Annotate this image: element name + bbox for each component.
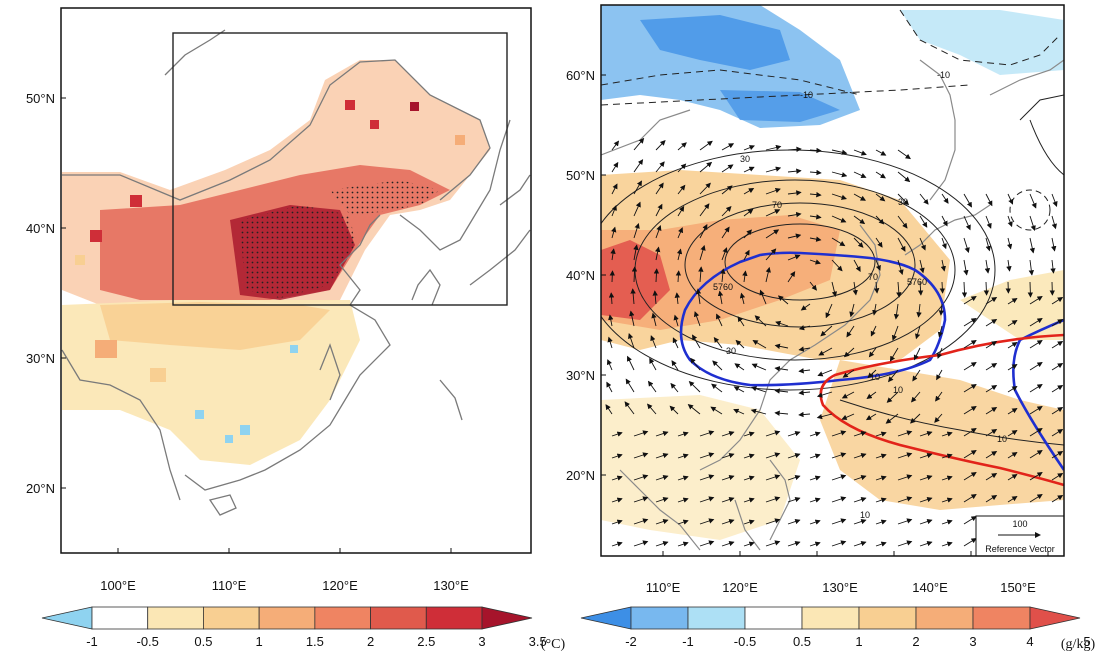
right-lat-label: 40°N	[566, 268, 595, 283]
right-lat-label: 20°N	[566, 468, 595, 483]
contour-label: 30	[726, 346, 736, 356]
right-colorbar-segments	[581, 607, 1080, 629]
left-lon-label: 120°E	[322, 578, 358, 593]
colorbar-segment	[426, 607, 482, 629]
left-colorbar-segments	[42, 607, 532, 629]
wind-vector	[612, 271, 613, 282]
wind-vector	[1030, 282, 1031, 297]
colorbar-tick-label: -0.5	[734, 634, 756, 649]
colorbar-tick-label: 1.5	[306, 634, 324, 649]
left-lat-label: 20°N	[26, 481, 55, 496]
contour-label: 70	[868, 272, 878, 282]
colorbar-tick-label: 2.5	[417, 634, 435, 649]
colorbar-segment	[802, 607, 859, 629]
colorbar-segment	[631, 607, 688, 629]
colorbar-segment	[315, 607, 371, 629]
left-lon-label: 130°E	[433, 578, 469, 593]
contour-label: 5760	[907, 277, 927, 287]
colorbar-segment	[371, 607, 427, 629]
right-lon-label: 150°E	[1000, 580, 1036, 595]
colorbar-tick-label: 1	[855, 634, 862, 649]
colorbar-tick-label: -0.5	[137, 634, 159, 649]
colorbar-segment	[688, 607, 745, 629]
right-map-panel: -10 -10 30 30 70 70 5760 5760 30 10 10 1…	[566, 5, 1064, 595]
colorbar-tick-label: 3	[478, 634, 485, 649]
colorbar-segment	[148, 607, 204, 629]
left-colorbar-unit: (°C)	[541, 637, 566, 652]
left-lat-label: 40°N	[26, 221, 55, 236]
colorbar-tick-label: 0.5	[194, 634, 212, 649]
colorbar-segment	[482, 607, 532, 629]
colorbar-segment	[259, 607, 315, 629]
contour-label: 5760	[713, 282, 733, 292]
contour-label: 10	[997, 434, 1007, 444]
colorbar-segment	[581, 607, 631, 629]
right-lat-label: 30°N	[566, 368, 595, 383]
right-lon-label: 130°E	[822, 580, 858, 595]
colorbar-tick-label: 0.5	[793, 634, 811, 649]
colorbar-segment	[859, 607, 916, 629]
colorbar-tick-label: 3	[969, 634, 976, 649]
colorbar-tick-label: -1	[86, 634, 98, 649]
right-lat-label: 60°N	[566, 68, 595, 83]
colorbar-segment	[42, 607, 92, 629]
contour-label: -10	[800, 90, 813, 100]
colorbar-segment	[92, 607, 148, 629]
colorbar-segment	[973, 607, 1030, 629]
colorbar-tick-label: -2	[625, 634, 637, 649]
contour-label: 30	[898, 197, 908, 207]
right-lon-label: 140°E	[912, 580, 948, 595]
left-lat-label: 50°N	[26, 91, 55, 106]
contour-label: -10	[937, 70, 950, 80]
colorbar-segment	[1030, 607, 1080, 629]
wind-vector	[986, 282, 987, 295]
reference-vector-label: Reference Vector	[985, 544, 1055, 554]
wind-vector	[942, 282, 943, 293]
contour-label: 70	[772, 200, 782, 210]
colorbar-segment	[745, 607, 802, 629]
colorbar-segment	[916, 607, 973, 629]
left-lat-label: 30°N	[26, 351, 55, 366]
left-map-panel: 50°N 40°N 30°N 20°N 100°E 110°E 120°E 13…	[26, 8, 531, 593]
right-lon-label: 110°E	[646, 580, 681, 595]
contour-label: 10	[870, 372, 880, 382]
left-lon-label: 100°E	[100, 578, 136, 593]
contour-label: 10	[860, 510, 870, 520]
contour-label: 30	[740, 154, 750, 164]
colorbar-tick-label: 1	[256, 634, 263, 649]
right-lat-label: 50°N	[566, 168, 595, 183]
right-colorbar-unit: (g/kg)	[1061, 637, 1096, 652]
colorbar-tick-label: 4	[1026, 634, 1033, 649]
reference-vector-value: 100	[1012, 519, 1027, 529]
colorbar-tick-label: -1	[682, 634, 694, 649]
right-lon-label: 120°E	[722, 580, 758, 595]
colorbar-tick-label: 2	[367, 634, 374, 649]
left-lon-label: 110°E	[212, 578, 247, 593]
colorbar-segment	[203, 607, 259, 629]
colorbar-tick-label: 2	[912, 634, 919, 649]
contour-label: 10	[893, 385, 903, 395]
reference-vector-box: 100 Reference Vector	[976, 516, 1064, 556]
